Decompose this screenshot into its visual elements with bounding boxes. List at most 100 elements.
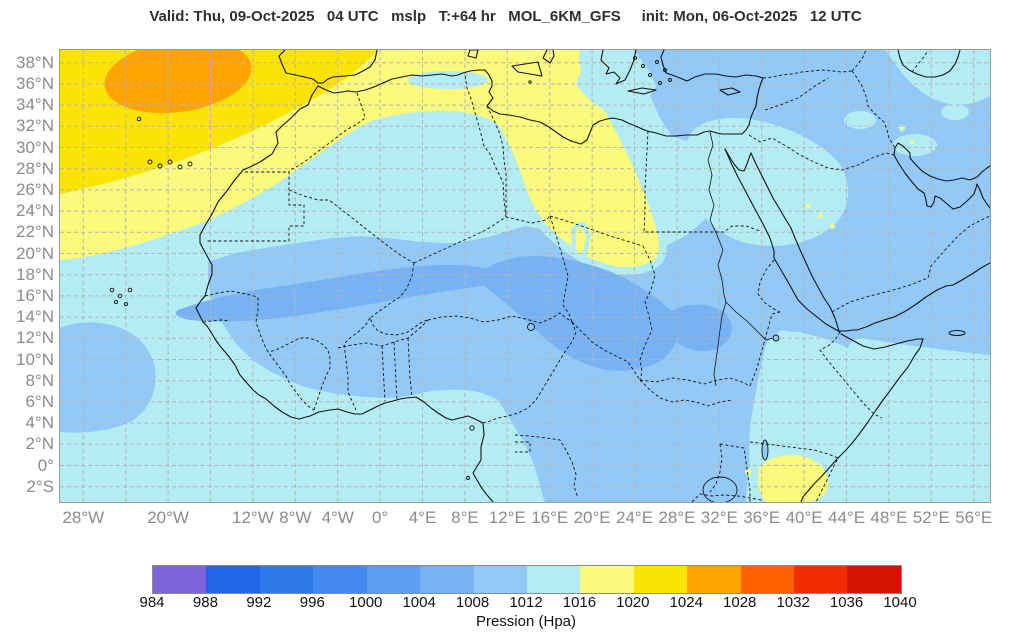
island-malta (528, 80, 532, 84)
island-aegean (655, 60, 659, 64)
lat-tick-label: 24°N (16, 201, 54, 221)
colorbar-tick-value: 988 (192, 594, 218, 611)
contour-region-1024-1028 (104, 50, 252, 114)
colorbar-tick-value: 1016 (562, 594, 597, 611)
colorbar-tick-value: 1024 (669, 594, 703, 611)
lake-turkana (761, 439, 769, 461)
contour-region-1004-1008-chad (475, 255, 679, 371)
colorbar-tick-value: 984 (139, 594, 165, 611)
colorbar-segment (740, 566, 795, 593)
lon-tick-label: 4°E (408, 508, 437, 527)
colorbar-segment (366, 566, 421, 593)
lon-tick-label: 12°E (488, 508, 526, 527)
island-aegean (668, 78, 672, 82)
lon-tick-label: 36°E (743, 508, 781, 527)
lon-tick-label: 20°E (573, 508, 611, 527)
coast-somalia-north (840, 333, 924, 350)
islands (109, 56, 672, 480)
lon-tick-label: 12°W (232, 508, 274, 527)
island-aegean (663, 68, 667, 72)
lon-tick-label: 56°E (955, 508, 993, 527)
colorbar-segment (633, 566, 688, 593)
island-sardinia (467, 50, 479, 59)
lon-tick-label: 32°E (700, 508, 738, 527)
lake-tana (772, 334, 780, 342)
island-sicily (511, 61, 543, 77)
island-cape-verde (123, 301, 129, 307)
lon-tick-label: 48°E (870, 508, 908, 527)
contour-region-1004-1008-sahel (175, 265, 497, 322)
country-borders (202, 50, 990, 502)
colorbar-segment (206, 566, 260, 593)
colorbar-segment (847, 566, 901, 593)
island-cape-verde (117, 293, 123, 299)
island-cape-verde (109, 287, 115, 293)
colorbar-tick-value: 996 (299, 594, 325, 611)
colorbar-title: Pression (Hpa) (475, 613, 577, 630)
contour-region-1012-1016-algeria-sea (408, 71, 488, 89)
contour-region-1016-1020-tibesti (571, 221, 591, 261)
island-socotra (948, 329, 966, 337)
island-cape-verde (127, 287, 133, 293)
graticule-gridlines (60, 50, 990, 502)
coast-somalia-east (800, 338, 924, 502)
colorbar-segment (794, 566, 848, 593)
island-aegean (641, 64, 645, 68)
lon-tick-label: 52°E (912, 508, 950, 527)
lat-tick-label: 32°N (16, 116, 54, 136)
island-madeira (136, 116, 142, 122)
island-cyprus (719, 87, 741, 96)
lat-tick-label: 12°N (16, 328, 54, 348)
colorbar-segment (420, 566, 474, 593)
island-crete (627, 87, 657, 95)
island-canary (177, 164, 183, 170)
lat-tick-label: 16°N (16, 285, 54, 305)
colorbar-tick-value: 1004 (402, 594, 436, 611)
lat-tick-label: 38°N (16, 52, 54, 72)
island-aegean (633, 56, 637, 60)
lon-tick-label: 0° (371, 508, 389, 527)
colorbar-tick-value: 1012 (509, 594, 543, 611)
lat-tick-label: 22°N (16, 222, 54, 242)
island-italy-tip (542, 50, 555, 64)
colorbar-tick-value: 1028 (723, 594, 757, 611)
lon-tick-label: 24°E (615, 508, 654, 527)
contour-region-1016-1020-dot (828, 222, 836, 230)
colorbar-segment (313, 566, 367, 593)
colorbar-tick-value: 1040 (883, 594, 917, 611)
colorbar-tick-value: 1008 (455, 594, 490, 611)
lon-tick-label: 40°E (785, 508, 823, 527)
lat-tick-label: 0° (37, 455, 54, 475)
colorbar-tick-value: 1020 (616, 594, 650, 611)
lat-tick-label: 30°N (16, 137, 54, 157)
contour-region-1012-1016-patch (941, 104, 969, 120)
island-aegean (658, 81, 662, 85)
island-sao-tome (466, 476, 470, 480)
pressure-map (59, 49, 991, 503)
lat-tick-label: 34°N (16, 95, 54, 115)
lat-tick-label: 20°N (16, 243, 54, 263)
contour-fills (60, 50, 990, 502)
contour-region-1016-1020-dot (804, 202, 812, 210)
lake-victoria (702, 476, 738, 502)
contour-region-1016-1020-dot (745, 469, 751, 475)
plot-title: Valid: Thu, 09-Oct-2025 04 UTC mslp T:+6… (149, 8, 862, 25)
colorbar-segment (687, 566, 741, 593)
coast-iberia (278, 50, 378, 84)
coast-west-africa (195, 85, 494, 502)
lon-tick-label: 28°W (62, 508, 105, 527)
colorbar-segment (153, 566, 207, 593)
lon-tick-label: 8°E (451, 508, 479, 527)
contour-region-1004-1008-sudan (670, 304, 732, 352)
lon-tick-label: 20°W (147, 508, 189, 527)
colorbar-segment (473, 566, 527, 593)
pressure-colorbar (152, 565, 902, 594)
lat-tick-label: 4°N (25, 413, 54, 433)
coast-red-sea-west (724, 148, 841, 333)
contour-region-1016-1020-dot (908, 138, 916, 146)
lon-tick-label: 44°E (827, 508, 866, 527)
colorbar-tick-value: 992 (246, 594, 272, 611)
coast-yemen-oman (838, 262, 990, 332)
contour-region-1012-1016-caspian (886, 50, 990, 105)
colorbar-segment (580, 566, 634, 593)
